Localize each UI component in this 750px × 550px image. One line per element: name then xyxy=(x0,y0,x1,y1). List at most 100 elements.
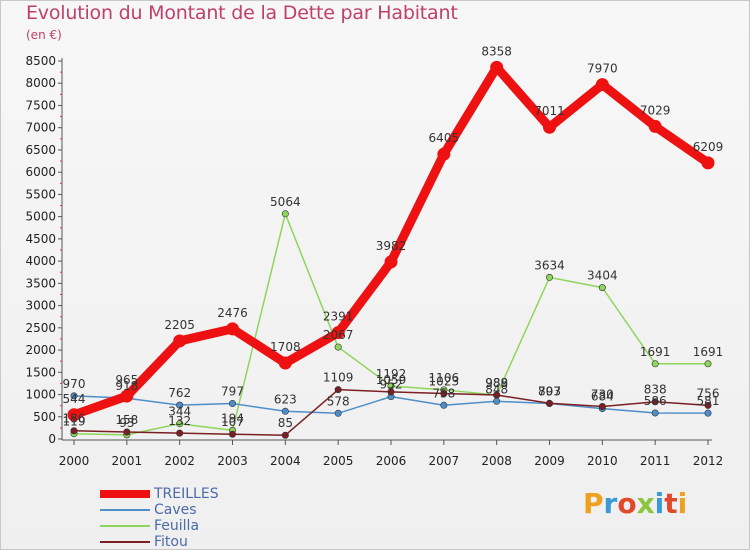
data-label-treilles: 7029 xyxy=(640,103,671,117)
data-label-fitou: 132 xyxy=(168,414,191,428)
data-label-treilles: 1708 xyxy=(270,340,301,354)
data-label-treilles: 2205 xyxy=(164,318,195,332)
data-point-fitou xyxy=(281,431,289,439)
proxiti-logo: Proxiti xyxy=(583,487,687,520)
data-label-feuilla: 1192 xyxy=(376,367,407,381)
x-tick-label: 2011 xyxy=(640,454,671,468)
data-label-feuilla: 3634 xyxy=(534,258,565,272)
data-label-feuilla: 344 xyxy=(168,405,191,419)
data-point-fitou xyxy=(229,430,237,438)
data-label-treilles: 965 xyxy=(115,373,138,387)
data-label-treilles: 2476 xyxy=(217,306,248,320)
data-label-caves: 797 xyxy=(538,385,561,399)
y-tick-label: 6000 xyxy=(25,165,56,179)
data-label-caves: 952 xyxy=(380,378,403,392)
data-point-fitou xyxy=(545,399,553,407)
x-tick-label: 2004 xyxy=(270,454,301,468)
data-point-treilles xyxy=(595,78,609,92)
data-label-fitou: 107 xyxy=(221,415,244,429)
data-point-caves xyxy=(229,400,237,408)
data-point-caves xyxy=(704,409,712,417)
logo-letter: i xyxy=(677,487,688,520)
data-label-fitou: 989 xyxy=(485,376,508,390)
data-label-treilles: 544 xyxy=(63,392,86,406)
data-label-feuilla: 1691 xyxy=(640,345,671,359)
data-point-treilles xyxy=(490,60,504,74)
data-label-fitou: 1109 xyxy=(323,371,354,385)
y-tick-label: 7500 xyxy=(25,98,56,112)
data-label-caves: 578 xyxy=(327,394,350,408)
data-point-feuilla xyxy=(704,360,712,368)
chart-title: Evolution du Montant de la Dette par Hab… xyxy=(26,2,458,24)
x-tick-label: 2012 xyxy=(693,454,724,468)
logo-letter: P xyxy=(583,487,604,520)
data-label-treilles: 3982 xyxy=(376,239,407,253)
data-point-treilles xyxy=(278,356,292,370)
x-tick-label: 2001 xyxy=(112,454,143,468)
data-point-treilles xyxy=(173,334,187,348)
data-point-feuilla xyxy=(598,284,606,292)
x-tick-label: 2006 xyxy=(376,454,407,468)
data-point-treilles xyxy=(384,255,398,269)
data-point-treilles xyxy=(648,119,662,133)
data-label-treilles: 2391 xyxy=(323,310,354,324)
data-point-fitou xyxy=(176,429,184,437)
logo-letter: t xyxy=(664,487,678,520)
data-label-caves: 970 xyxy=(63,377,86,391)
legend-item-treilles: TREILLES xyxy=(100,486,320,502)
legend-item-fitou: Fitou xyxy=(100,534,320,550)
data-label-fitou: 756 xyxy=(697,386,720,400)
data-point-treilles xyxy=(331,326,345,340)
x-tick-label: 2002 xyxy=(164,454,195,468)
data-label-feuilla: 1106 xyxy=(429,371,460,385)
y-tick-label: 3500 xyxy=(25,276,56,290)
x-tick-label: 2000 xyxy=(59,454,90,468)
y-tick-label: 3000 xyxy=(25,299,56,313)
data-point-caves xyxy=(651,409,659,417)
data-point-treilles xyxy=(701,156,715,170)
y-tick-label: 8500 xyxy=(25,54,56,68)
legend-item-feuilla: Feuilla xyxy=(100,518,320,534)
x-tick-label: 2005 xyxy=(323,454,354,468)
legend: TREILLES Caves Feuilla Fitou xyxy=(100,486,320,550)
data-label-treilles: 7970 xyxy=(587,62,618,76)
data-label-caves: 581 xyxy=(697,394,720,408)
data-point-treilles xyxy=(543,120,556,134)
data-point-fitou xyxy=(334,386,342,394)
y-tick-label: 8000 xyxy=(25,76,56,90)
legend-swatch xyxy=(100,490,150,498)
data-label-fitou: 158 xyxy=(115,413,138,427)
data-label-feuilla: 119 xyxy=(63,415,86,429)
data-point-treilles xyxy=(120,389,134,403)
data-point-fitou xyxy=(70,427,78,435)
data-point-feuilla xyxy=(545,273,553,281)
data-label-feuilla: 194 xyxy=(221,411,244,425)
data-label-fitou: 838 xyxy=(644,383,667,397)
x-tick-label: 2010 xyxy=(587,454,618,468)
y-tick-label: 1500 xyxy=(25,365,56,379)
data-point-fitou xyxy=(440,390,448,398)
y-tick-label: 6500 xyxy=(25,143,56,157)
logo-letter: i xyxy=(654,487,665,520)
data-point-feuilla xyxy=(281,210,289,218)
data-label-treilles: 6405 xyxy=(429,131,460,145)
data-label-fitou: 186 xyxy=(63,412,86,426)
data-label-caves: 797 xyxy=(221,385,244,399)
data-point-caves xyxy=(281,407,289,415)
x-tick-label: 2003 xyxy=(217,454,248,468)
data-point-feuilla xyxy=(651,360,659,368)
data-point-fitou xyxy=(651,398,659,406)
data-point-treilles xyxy=(437,147,451,161)
data-label-caves: 758 xyxy=(432,386,455,400)
data-label-caves: 684 xyxy=(591,390,614,404)
data-label-treilles: 8358 xyxy=(481,44,512,58)
data-label-fitou: 1023 xyxy=(429,375,460,389)
legend-item-caves: Caves xyxy=(100,502,320,518)
data-label-caves: 586 xyxy=(644,394,667,408)
y-tick-label: 500 xyxy=(33,410,56,424)
data-point-caves xyxy=(334,409,342,417)
y-tick-label: 2000 xyxy=(25,343,56,357)
data-point-fitou xyxy=(387,388,395,396)
data-label-fitou: 85 xyxy=(278,416,293,430)
